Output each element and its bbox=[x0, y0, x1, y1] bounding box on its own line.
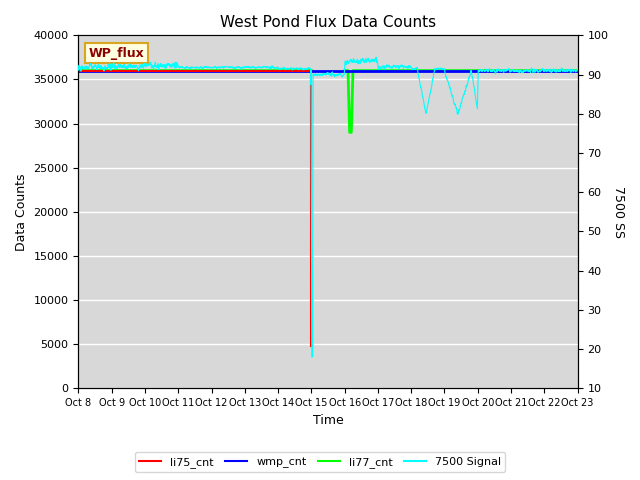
li77_cnt bbox=[528, 68, 536, 73]
li77_cnt bbox=[172, 68, 179, 73]
wmp_cnt bbox=[372, 68, 380, 73]
7500 Signal bbox=[75, 67, 83, 73]
li77_cnt bbox=[488, 68, 496, 73]
Title: West Pond Flux Data Counts: West Pond Flux Data Counts bbox=[220, 15, 436, 30]
li75_cnt bbox=[111, 68, 119, 73]
7500 Signal bbox=[131, 64, 139, 70]
li75_cnt bbox=[141, 68, 149, 73]
wmp_cnt bbox=[527, 68, 534, 73]
7500 Signal bbox=[308, 354, 316, 360]
li75_cnt bbox=[75, 68, 83, 73]
wmp_cnt bbox=[380, 68, 388, 73]
wmp_cnt bbox=[75, 68, 83, 73]
7500 Signal bbox=[287, 66, 295, 72]
li77_cnt bbox=[150, 68, 157, 73]
li75_cnt bbox=[308, 343, 316, 349]
7500 Signal bbox=[266, 65, 274, 71]
li75_cnt bbox=[85, 68, 93, 73]
li77_cnt bbox=[83, 68, 91, 73]
wmp_cnt bbox=[495, 68, 503, 73]
li77_cnt bbox=[373, 68, 381, 73]
li77_cnt bbox=[574, 68, 582, 73]
Line: 7500 Signal: 7500 Signal bbox=[79, 57, 578, 357]
Y-axis label: 7500 SS: 7500 SS bbox=[612, 186, 625, 238]
X-axis label: Time: Time bbox=[312, 414, 344, 427]
7500 Signal bbox=[564, 68, 572, 74]
7500 Signal bbox=[511, 68, 518, 73]
Line: li75_cnt: li75_cnt bbox=[79, 71, 312, 346]
li77_cnt bbox=[75, 68, 83, 73]
wmp_cnt bbox=[370, 68, 378, 73]
li75_cnt bbox=[121, 68, 129, 73]
li75_cnt bbox=[168, 68, 175, 73]
Line: li77_cnt: li77_cnt bbox=[79, 71, 578, 132]
7500 Signal bbox=[574, 67, 582, 72]
Legend: li75_cnt, wmp_cnt, li77_cnt, 7500 Signal: li75_cnt, wmp_cnt, li77_cnt, 7500 Signal bbox=[135, 452, 505, 472]
li75_cnt bbox=[174, 68, 182, 73]
Y-axis label: Data Counts: Data Counts bbox=[15, 173, 28, 251]
7500 Signal bbox=[372, 54, 380, 60]
wmp_cnt bbox=[76, 68, 84, 73]
Text: WP_flux: WP_flux bbox=[88, 47, 144, 60]
wmp_cnt bbox=[574, 68, 582, 73]
7500 Signal bbox=[161, 65, 169, 71]
